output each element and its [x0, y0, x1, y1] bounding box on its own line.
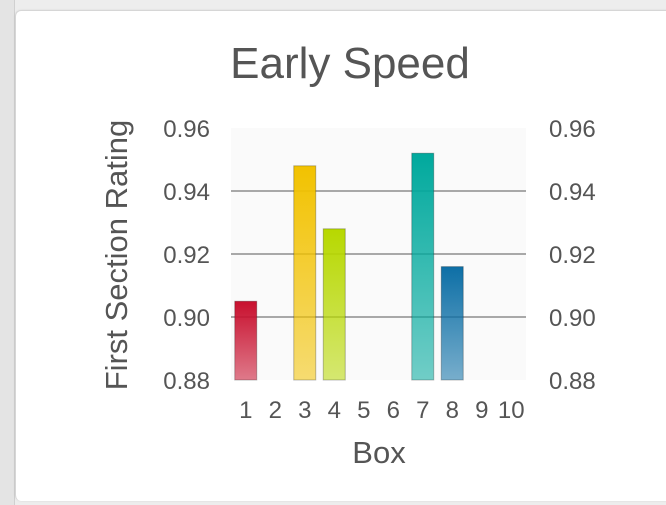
x-axis-label: Box: [352, 435, 406, 470]
y-tick-label-left: 0.96: [163, 116, 210, 143]
x-tick-label: 5: [357, 397, 370, 424]
y-tick-label-left: 0.90: [163, 305, 210, 332]
bar-box-4: [322, 228, 346, 381]
y-tick-label-right: 0.92: [549, 242, 596, 269]
bar-box-8: [440, 266, 464, 381]
y-tick-label-left: 0.94: [163, 179, 210, 206]
x-tick-label: 10: [498, 397, 525, 424]
y-tick-label-right: 0.96: [549, 116, 596, 143]
chart-title: Early Speed: [230, 39, 470, 88]
bar-box-7: [411, 152, 435, 381]
y-tick-label-right: 0.88: [549, 368, 596, 395]
x-tick-label: 8: [446, 397, 459, 424]
x-tick-label: 3: [298, 397, 311, 424]
left-panel-edge: [0, 0, 15, 505]
x-tick-label: 1: [239, 397, 252, 424]
x-tick-label: 7: [416, 397, 429, 424]
bar-box-3: [293, 165, 317, 381]
x-tick-label: 2: [269, 397, 282, 424]
y-tick-label-right: 0.90: [549, 305, 596, 332]
x-tick-label: 9: [475, 397, 488, 424]
y-tick-label-right: 0.94: [549, 179, 596, 206]
y-axis-label: First Section Rating: [99, 120, 134, 391]
plot-area: 0.96 0.96 0.94 0.94 0.92 0.92 0.90 0.90 0.88 0.88…: [163, 116, 595, 424]
x-tick-label: 4: [328, 397, 341, 424]
bar-box-1: [234, 300, 258, 381]
x-tick-label: 6: [387, 397, 400, 424]
y-tick-label-left: 0.88: [163, 368, 210, 395]
y-tick-label-left: 0.92: [163, 242, 210, 269]
